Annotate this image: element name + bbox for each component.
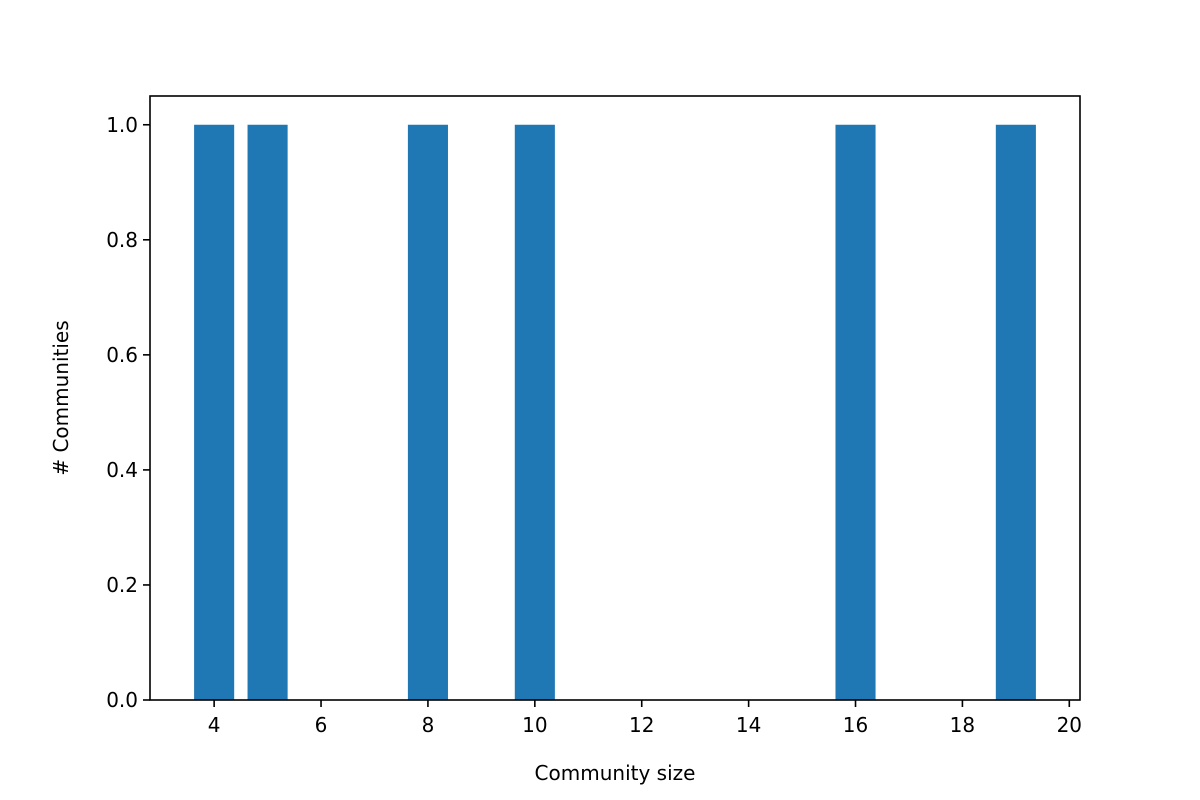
bar-size-16 bbox=[835, 124, 876, 700]
bar-size-4 bbox=[194, 124, 235, 700]
x-tick-label: 20 bbox=[1057, 713, 1082, 737]
bar-size-19 bbox=[995, 124, 1036, 700]
x-axis-ticks: 4 6 8 10 12 14 16 18 20 bbox=[208, 700, 1082, 737]
x-tick-label: 12 bbox=[629, 713, 654, 737]
y-tick-label: 0.6 bbox=[106, 343, 138, 367]
y-axis-label: # Communities bbox=[49, 320, 73, 475]
y-tick-label: 0.8 bbox=[106, 228, 138, 252]
plot-frame bbox=[149, 95, 1081, 701]
x-tick-label: 14 bbox=[736, 713, 761, 737]
y-tick-label: 0.4 bbox=[106, 458, 138, 482]
x-tick-label: 16 bbox=[843, 713, 868, 737]
x-tick-label: 8 bbox=[422, 713, 435, 737]
y-axis-ticks: 0.0 0.2 0.4 0.6 0.8 1.0 bbox=[106, 113, 150, 712]
x-tick-label: 10 bbox=[522, 713, 547, 737]
bar-size-5 bbox=[247, 124, 288, 700]
y-tick-label: 0.2 bbox=[106, 573, 138, 597]
x-tick-label: 4 bbox=[208, 713, 221, 737]
bar-size-8 bbox=[407, 124, 448, 700]
bars-group bbox=[194, 124, 1036, 700]
y-tick-label: 1.0 bbox=[106, 113, 138, 137]
x-tick-label: 18 bbox=[950, 713, 975, 737]
x-tick-label: 6 bbox=[315, 713, 328, 737]
x-axis-label: Community size bbox=[535, 761, 696, 785]
y-tick-label: 0.0 bbox=[106, 688, 138, 712]
bar-size-10 bbox=[514, 124, 555, 700]
